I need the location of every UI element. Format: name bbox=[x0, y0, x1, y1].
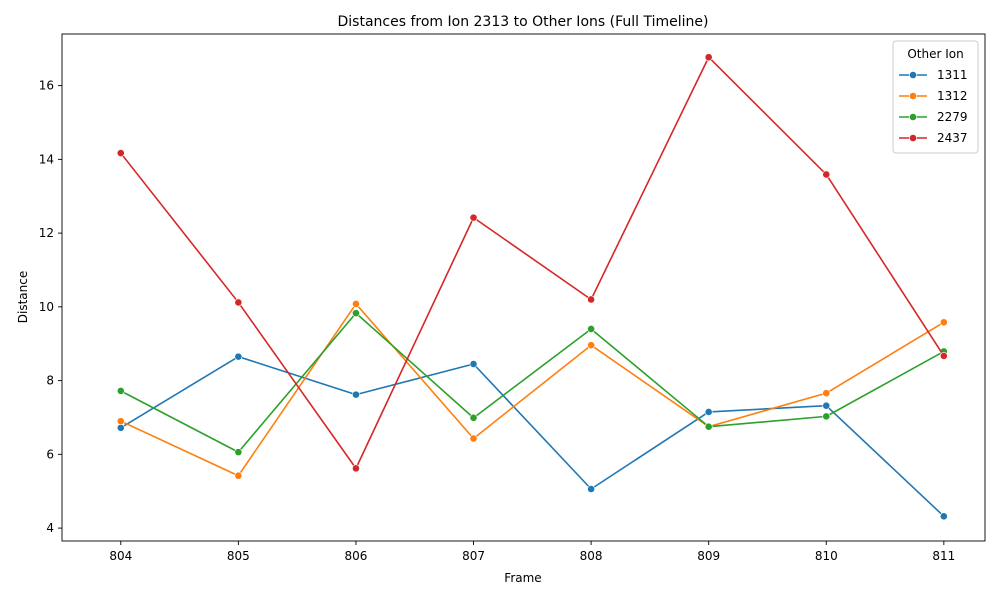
y-tick-label: 6 bbox=[46, 447, 54, 461]
data-point-2279 bbox=[704, 422, 713, 431]
x-tick-label: 810 bbox=[815, 549, 838, 563]
y-tick-label: 14 bbox=[39, 152, 54, 166]
x-tick-label: 805 bbox=[227, 549, 250, 563]
legend-title: Other Ion bbox=[907, 47, 963, 61]
data-point-2279 bbox=[116, 387, 125, 395]
data-point-1312 bbox=[469, 434, 478, 443]
data-point-2437 bbox=[469, 213, 478, 222]
data-point-2279 bbox=[469, 413, 478, 422]
y-tick-label: 10 bbox=[39, 300, 54, 314]
data-point-1311 bbox=[234, 352, 243, 361]
series-line-1311 bbox=[120, 355, 945, 517]
data-point-2437 bbox=[939, 351, 948, 360]
y-axis-label: Distance bbox=[16, 271, 30, 323]
legend-marker-2279 bbox=[909, 113, 917, 121]
data-point-2437 bbox=[822, 170, 831, 179]
data-point-2437 bbox=[116, 149, 125, 157]
legend: Other Ion 1311 1312 2279 2437 bbox=[892, 40, 979, 154]
data-point-1311 bbox=[116, 423, 125, 432]
data-point-1312 bbox=[822, 389, 831, 398]
plot-frame bbox=[61, 33, 986, 542]
data-point-1311 bbox=[939, 512, 948, 521]
data-point-1311 bbox=[822, 401, 831, 410]
data-point-2279 bbox=[234, 448, 243, 457]
legend-box bbox=[892, 40, 979, 154]
data-point-2437 bbox=[587, 295, 596, 304]
y-tick-label: 4 bbox=[46, 521, 54, 535]
data-point-1312 bbox=[116, 417, 125, 426]
x-tick-label: 807 bbox=[462, 549, 485, 563]
legend-label-1312: 1312 bbox=[937, 89, 968, 103]
data-point-2279 bbox=[352, 309, 360, 318]
data-point-2437 bbox=[352, 464, 360, 473]
data-point-2279 bbox=[587, 325, 596, 333]
data-point-1311 bbox=[704, 408, 713, 416]
data-point-1312 bbox=[939, 318, 948, 327]
y-tick-label: 12 bbox=[39, 226, 54, 240]
x-tick-label: 806 bbox=[344, 549, 367, 563]
data-point-1312 bbox=[587, 341, 596, 350]
data-point-2279 bbox=[822, 412, 831, 421]
x-axis-label: Frame bbox=[504, 571, 541, 585]
legend-label-2437: 2437 bbox=[937, 131, 968, 145]
data-point-2437 bbox=[234, 298, 243, 307]
chart-title: Distances from Ion 2313 to Other Ions (F… bbox=[338, 14, 709, 30]
data-point-1311 bbox=[469, 360, 478, 368]
x-tick-label: 811 bbox=[932, 549, 955, 563]
data-point-1311 bbox=[352, 390, 360, 399]
y-tick-label: 16 bbox=[39, 79, 54, 93]
legend-label-1311: 1311 bbox=[937, 68, 968, 82]
legend-label-2279: 2279 bbox=[937, 110, 968, 124]
series-line-1312 bbox=[120, 303, 945, 477]
x-tick-label: 808 bbox=[580, 549, 603, 563]
x-tick-label: 809 bbox=[697, 549, 720, 563]
data-point-1312 bbox=[352, 300, 360, 308]
data-point-2437 bbox=[704, 53, 713, 62]
data-point-1312 bbox=[234, 471, 243, 480]
legend-marker-1311 bbox=[909, 71, 917, 79]
x-tick-label: 804 bbox=[109, 549, 132, 563]
legend-marker-1312 bbox=[909, 92, 917, 100]
data-point-1311 bbox=[587, 485, 596, 493]
y-tick-label: 8 bbox=[46, 374, 54, 388]
series-line-2279 bbox=[120, 312, 945, 453]
legend-marker-2437 bbox=[909, 134, 917, 142]
series-line-2437 bbox=[120, 56, 945, 470]
